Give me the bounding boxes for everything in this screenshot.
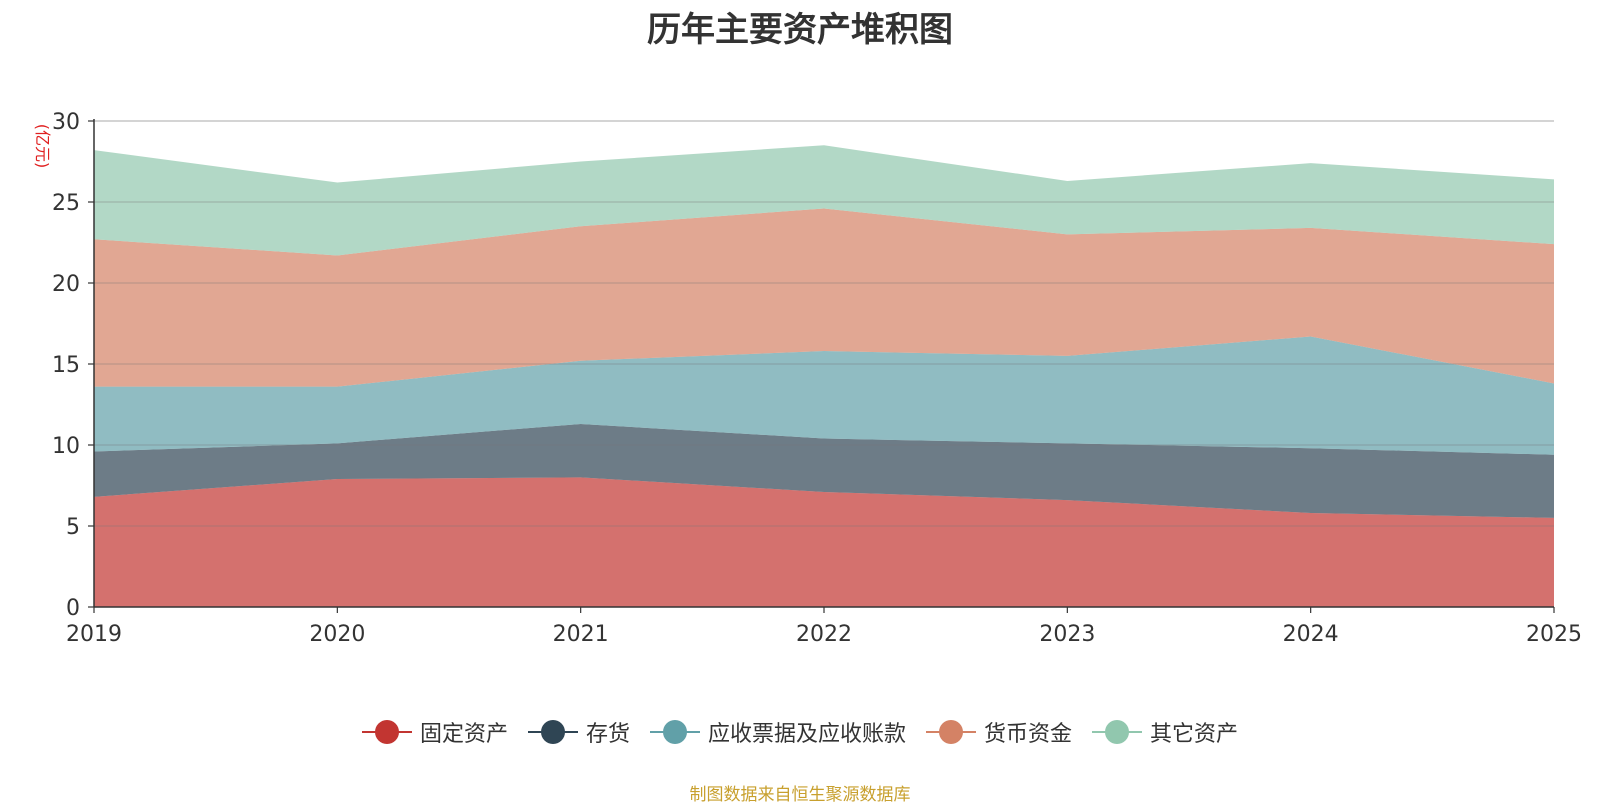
area-series-2 [94,423,1554,518]
legend-item-3[interactable]: 应收票据及应收账款 [649,716,906,748]
legend-marker-icon [649,720,700,744]
x-tick-label: 2025 [1526,622,1582,647]
x-tick-label: 2019 [66,622,122,647]
legend-label: 应收票据及应收账款 [707,722,906,747]
area-series-5 [94,145,1554,256]
legend-label: 其它资产 [1150,722,1239,747]
y-axis-unit-label: (亿元) [33,124,52,169]
legend-label: 货币资金 [984,722,1073,747]
area-series-1 [94,477,1554,607]
legend-label: 固定资产 [419,722,508,747]
legend-marker-icon [1092,720,1143,744]
legend-item-5[interactable]: 其它资产 [1092,716,1238,748]
legend-item-4[interactable]: 货币资金 [926,716,1072,748]
area-series-4 [94,208,1554,387]
y-tick-label: 30 [52,110,80,135]
source-note: 制图数据来自恒生聚源数据库 [689,785,911,805]
legend-item-1[interactable]: 固定资产 [361,716,508,748]
chart-title: 历年主要资产堆积图 [647,10,953,50]
x-tick-label: 2020 [309,622,365,647]
area-series-3 [94,336,1554,455]
y-tick-label: 5 [66,515,80,540]
x-tick-label: 2021 [553,622,609,647]
y-tick-label: 20 [52,272,80,297]
y-tick-label: 10 [52,434,80,459]
legend-item-2[interactable]: 存货 [527,716,630,748]
x-tick-label: 2023 [1039,622,1095,647]
legend-marker-icon [361,720,412,744]
legend-marker-icon [527,720,578,744]
y-tick-label: 0 [66,596,80,621]
legend: 固定资产 存货 应收票据及应收账款 货币资金 其它资产 [0,716,1600,748]
legend-marker-icon [926,720,976,744]
y-tick-label: 15 [52,353,80,378]
x-tick-label: 2024 [1283,622,1339,647]
x-tick-label: 2022 [796,622,852,647]
legend-label: 存货 [585,722,630,747]
y-tick-label: 25 [52,191,80,216]
